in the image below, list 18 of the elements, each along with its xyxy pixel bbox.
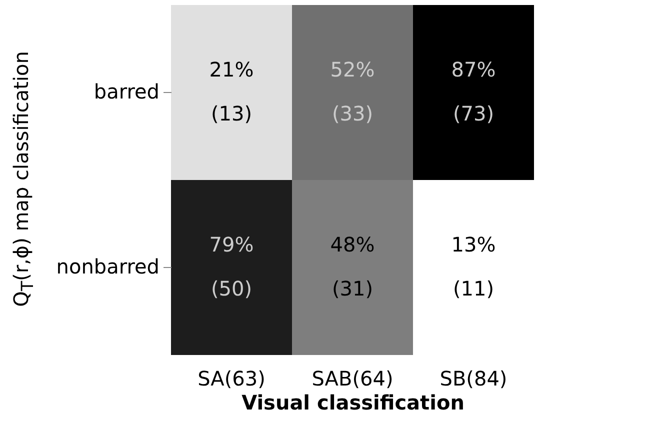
annotation: (31) xyxy=(332,276,374,300)
x-tick-label: SAB(64) xyxy=(312,366,394,390)
annotation: (50) xyxy=(210,276,252,300)
annotation: (13) xyxy=(210,102,252,126)
annotation: (11) xyxy=(452,276,494,300)
data-label: 13% xyxy=(451,232,496,256)
data-label: 48% xyxy=(330,232,375,256)
x-tick-label: SB(84) xyxy=(440,366,508,390)
annotation: (33) xyxy=(332,102,374,126)
x-tick-label: SA(63) xyxy=(198,366,266,390)
data-label: 21% xyxy=(209,58,254,82)
annotation: (73) xyxy=(452,102,494,126)
y-tick-label: nonbarred xyxy=(56,254,160,278)
x-axis-title: Visual classification xyxy=(242,390,464,414)
data-label: 52% xyxy=(330,58,375,82)
data-label: 79% xyxy=(209,232,254,256)
y-tick-label: barred xyxy=(94,80,160,104)
data-label: 87% xyxy=(451,58,496,82)
